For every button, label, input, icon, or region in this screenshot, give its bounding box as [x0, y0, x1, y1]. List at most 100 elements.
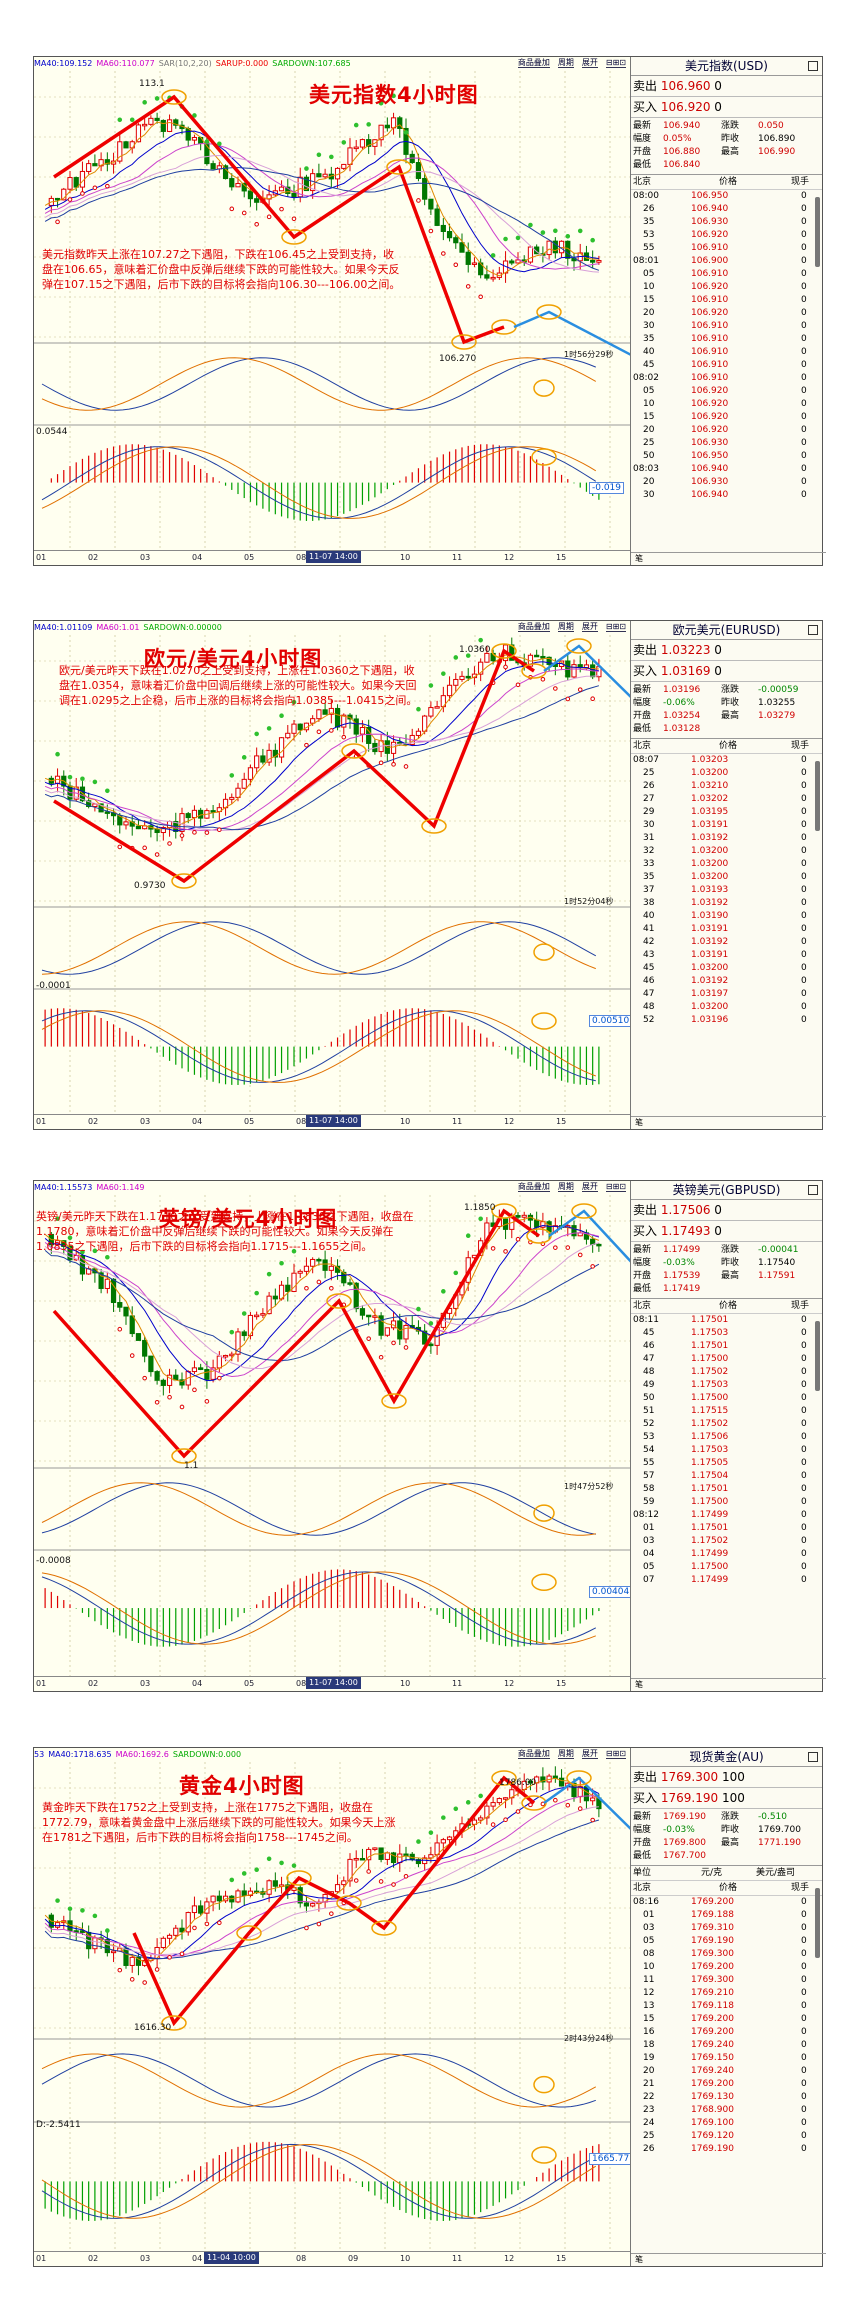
x-tick-label: 02: [88, 2254, 99, 2263]
tick-time: 20: [643, 477, 655, 487]
scrollbar[interactable]: [815, 1321, 820, 1391]
tick-price: 1769.188: [691, 1910, 734, 1920]
tick-volume: 0: [801, 217, 807, 227]
tick-row: 08:07 1.03203 0: [631, 754, 822, 767]
tick-price: 1.03191: [691, 820, 729, 830]
tick-price: 106.940: [691, 490, 729, 500]
tick-volume: 0: [801, 2014, 807, 2024]
tick-tab[interactable]: 笔: [631, 1678, 826, 1691]
stat-cell: 最高: [721, 1271, 740, 1281]
moving-average-line: [44, 1806, 599, 1956]
column-header: 价格: [719, 741, 738, 751]
tick-volume: 0: [801, 1975, 807, 1985]
tick-time: 42: [643, 937, 655, 947]
tick-time: 47: [643, 1354, 655, 1364]
tick-time: 45: [643, 360, 655, 370]
close-panel-icon[interactable]: [808, 625, 818, 635]
price-value: 1.17506: [660, 1203, 711, 1217]
scrollbar[interactable]: [815, 761, 820, 831]
value-box: 1665.777: [589, 2153, 630, 2165]
tick-volume: 0: [801, 256, 807, 266]
period-button[interactable]: 周期: [557, 1749, 574, 1759]
expand-button[interactable]: 展开: [581, 58, 598, 68]
unit-cell[interactable]: 美元/盎司: [756, 1868, 796, 1878]
tick-row: 26 1769.190 0: [631, 2143, 822, 2156]
tick-tab[interactable]: 笔: [631, 552, 826, 565]
tick-time: 49: [643, 1380, 655, 1390]
tick-volume: 0: [801, 1393, 807, 1403]
tick-price: 106.910: [691, 347, 729, 357]
quote-stats: 最新 1.17499 涨跌 -0.00041 幅度 -0.03% 昨收 1.17540 开盘 1.…: [631, 1242, 822, 1299]
window-icon[interactable]: ⊟⊞⊡: [605, 622, 626, 632]
chart-area[interactable]: MA40:1.01109 MA60:1.01 SARDOWN:0.00000 商品叠加…: [34, 621, 631, 1129]
window-icon[interactable]: ⊟⊞⊡: [605, 58, 626, 68]
pivot-ellipse: [161, 89, 187, 105]
chart-panel-gold: 53 MA40:1718.635 MA60:1692.6 SARDOWN:0.000 商…: [33, 1747, 826, 2267]
tick-time: 55: [643, 1458, 655, 1468]
stat-cell: 1.17499: [663, 1245, 701, 1255]
tick-volume: 0: [801, 1015, 807, 1025]
size-value: 0: [714, 100, 722, 114]
x-tick-label: 15: [556, 1679, 567, 1688]
tick-price: 1.03195: [691, 807, 729, 817]
close-panel-icon[interactable]: [808, 1185, 818, 1195]
tick-time: 33: [643, 859, 655, 869]
window-icon[interactable]: ⊟⊞⊡: [605, 1749, 626, 1759]
tick-time: 59: [643, 1497, 655, 1507]
tick-price: 1.17501: [691, 1341, 729, 1351]
moving-average-line: [44, 143, 599, 270]
chart-area[interactable]: MA40:1.15573 MA60:1.149 商品叠加 周期 展开 ⊟⊞⊡ 英镑/美元4小…: [34, 1181, 631, 1691]
chart-area[interactable]: MA40:109.152 MA60:110.077 SAR(10,2,20) SARU…: [34, 57, 631, 565]
tick-row: 47 1.17500 0: [631, 1353, 822, 1366]
stat-cell: -0.03%: [663, 1258, 695, 1268]
overlay-button[interactable]: 商品叠加: [517, 58, 550, 68]
chart-canvas: [34, 1195, 630, 1679]
tick-time: 20: [643, 2066, 655, 2076]
tick-tab[interactable]: 笔: [631, 1116, 826, 1129]
tick-volume: 0: [801, 924, 807, 934]
chart-area[interactable]: 53 MA40:1718.635 MA60:1692.6 SARDOWN:0.000 商…: [34, 1748, 631, 2266]
tick-row: 55 106.910 0: [631, 242, 822, 255]
overlay-button[interactable]: 商品叠加: [517, 1182, 550, 1192]
period-button[interactable]: 周期: [557, 622, 574, 632]
tick-time: 15: [643, 412, 655, 422]
period-button[interactable]: 周期: [557, 58, 574, 68]
x-tick-label: 10: [400, 1679, 411, 1688]
stat-row: 最低 1.17419: [633, 1283, 820, 1296]
tick-list: 08:16 1769.200 0 01 1769.188 0 03 1769.310 0 05 17…: [631, 1896, 822, 2156]
overlay-button[interactable]: 商品叠加: [517, 622, 550, 632]
tick-price: 1.03197: [691, 989, 729, 999]
expand-button[interactable]: 展开: [581, 622, 598, 632]
tick-volume: 0: [801, 1923, 807, 1933]
expand-button[interactable]: 展开: [581, 1182, 598, 1192]
window-icon[interactable]: ⊟⊞⊡: [605, 1182, 626, 1192]
tick-tab[interactable]: 笔: [631, 2253, 826, 2266]
tick-row: 10 106.920 0: [631, 398, 822, 411]
tick-price: 106.920: [691, 230, 729, 240]
label: 卖出: [633, 1203, 658, 1217]
stat-row: 最低 1767.700: [633, 1850, 820, 1863]
scrollbar[interactable]: [815, 197, 820, 267]
tick-time: 21: [643, 2079, 655, 2089]
stat-cell: 昨收: [721, 698, 740, 708]
overlay-button[interactable]: 商品叠加: [517, 1749, 550, 1759]
close-panel-icon[interactable]: [808, 61, 818, 71]
tick-price: 1.03192: [691, 833, 729, 843]
tick-price: 1769.130: [691, 2092, 734, 2102]
countdown-timer: 2时43分24秒: [564, 2034, 614, 2043]
tick-price: 1.03192: [691, 898, 729, 908]
period-button[interactable]: 周期: [557, 1182, 574, 1192]
bid-row: 买入 106.920 0: [631, 97, 822, 118]
close-panel-icon[interactable]: [808, 1752, 818, 1762]
price-value: 1.03169: [660, 664, 711, 678]
scrollbar[interactable]: [815, 1888, 820, 1958]
expand-button[interactable]: 展开: [581, 1749, 598, 1759]
stat-cell: 1769.190: [663, 1812, 706, 1822]
tick-time: 10: [643, 282, 655, 292]
tick-time: 26: [643, 781, 655, 791]
x-tick-label: 04: [192, 1679, 203, 1688]
oscillator-line: [41, 357, 597, 411]
tick-row: 10 1769.200 0: [631, 1961, 822, 1974]
stat-cell: 1.03279: [758, 711, 796, 721]
tick-volume: 0: [801, 373, 807, 383]
